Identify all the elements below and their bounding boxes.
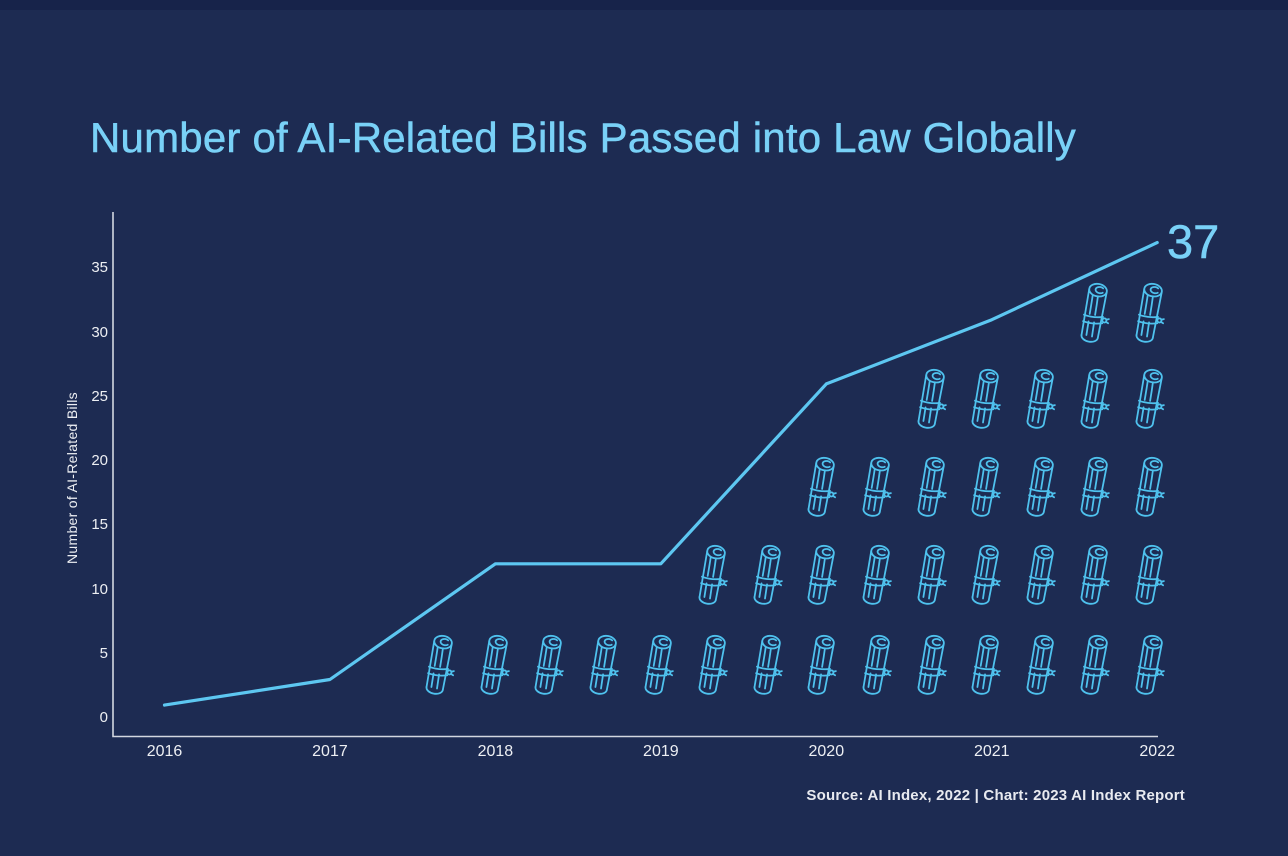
x-tick-label: 2019 — [643, 743, 679, 760]
x-tick-label: 2020 — [808, 743, 845, 760]
x-tick-label: 2017 — [312, 743, 348, 760]
x-tick-label: 2021 — [973, 743, 1010, 760]
axis-lines — [112, 212, 1158, 738]
y-tick-label: 0 — [99, 709, 108, 726]
y-tick-label: 10 — [91, 580, 108, 598]
x-tick-label: 2018 — [477, 743, 514, 760]
y-tick-label: 25 — [91, 387, 108, 405]
y-tick-label: 15 — [91, 516, 108, 534]
y-tick-label: 5 — [99, 644, 108, 662]
y-tick-label: 30 — [91, 323, 108, 341]
chart-title: Number of AI-Related Bills Passed into L… — [90, 114, 1077, 162]
y-tick-label: 20 — [91, 452, 108, 469]
x-tick-label: 2022 — [1139, 743, 1175, 760]
y-tick-label: 35 — [91, 259, 108, 277]
end-value-label: 37 — [1167, 215, 1220, 269]
source-credit: Source: AI Index, 2022 | Chart: 2023 AI … — [806, 787, 1185, 804]
trend-line — [162, 241, 1159, 707]
top-edge-strip — [0, 0, 1288, 10]
x-tick-label: 2016 — [146, 743, 183, 760]
